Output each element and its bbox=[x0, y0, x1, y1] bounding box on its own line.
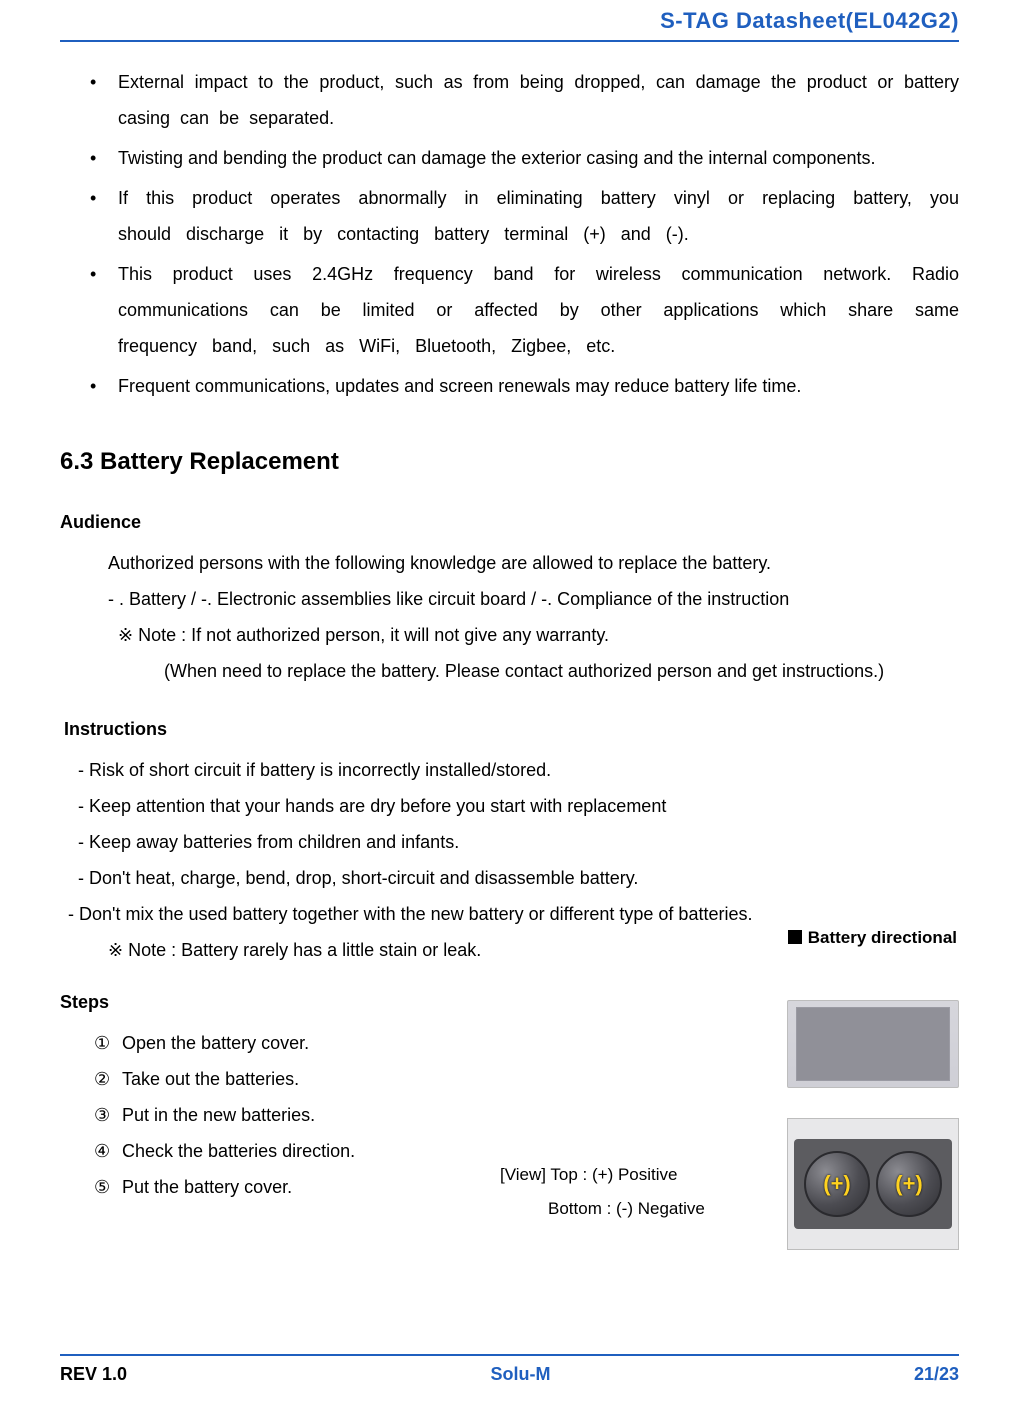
battery-directional-label: Battery directional bbox=[788, 928, 957, 948]
step-text: Check the batteries direction. bbox=[122, 1141, 355, 1161]
bullet-text: External impact to the product, such as … bbox=[118, 64, 959, 136]
bullet-dot-icon: • bbox=[90, 256, 96, 292]
page: S-TAG Datasheet(EL042G2) • External impa… bbox=[0, 0, 1019, 1411]
bullet-dot-icon: • bbox=[90, 368, 96, 404]
caution-bullets: • External impact to the product, such a… bbox=[60, 64, 959, 404]
section-number: 6.3 bbox=[60, 448, 93, 475]
bullet-item: • Frequent communications, updates and s… bbox=[90, 368, 959, 404]
bullet-text: This product uses 2.4GHz frequency band … bbox=[118, 256, 959, 364]
step-marker: ④ bbox=[94, 1133, 110, 1169]
bullet-item: • This product uses 2.4GHz frequency ban… bbox=[90, 256, 959, 364]
instruction-item: - Keep attention that your hands are dry… bbox=[78, 788, 959, 824]
step-marker: ② bbox=[94, 1061, 110, 1097]
footer-divider bbox=[60, 1354, 959, 1356]
step-marker: ⑤ bbox=[94, 1169, 110, 1205]
battery-cover-image bbox=[787, 1000, 959, 1088]
audience-heading: Audience bbox=[60, 512, 959, 533]
battery-compartment-inner: (+) (+) bbox=[794, 1139, 952, 1229]
battery-directional-text: Battery directional bbox=[808, 928, 957, 947]
page-header: S-TAG Datasheet(EL042G2) bbox=[60, 0, 959, 34]
audience-block: Authorized persons with the following kn… bbox=[60, 545, 959, 689]
audience-line: Authorized persons with the following kn… bbox=[108, 545, 959, 581]
step-text: Put in the new batteries. bbox=[122, 1105, 315, 1125]
footer-company: Solu-M bbox=[491, 1364, 551, 1385]
section-name: Battery Replacement bbox=[100, 448, 339, 475]
header-divider bbox=[60, 40, 959, 42]
view-polarity-block: [View] Top : (+) Positive Bottom : (-) N… bbox=[500, 1158, 705, 1226]
footer-row: REV 1.0 Solu-M 21/23 bbox=[60, 1364, 959, 1385]
instruction-item: - Don't heat, charge, bend, drop, short-… bbox=[78, 860, 959, 896]
battery-compartment-image: (+) (+) bbox=[787, 1118, 959, 1250]
bullet-item: • External impact to the product, such a… bbox=[90, 64, 959, 136]
cell-polarity-label: (+) bbox=[895, 1171, 923, 1197]
battery-cell-left: (+) bbox=[804, 1151, 870, 1217]
footer-page: 21/23 bbox=[914, 1364, 959, 1385]
section-title: 6.3 Battery Replacement bbox=[60, 448, 959, 476]
battery-cell-right: (+) bbox=[876, 1151, 942, 1217]
step-text: Open the battery cover. bbox=[122, 1033, 309, 1053]
audience-line: - . Battery / -. Electronic assemblies l… bbox=[108, 581, 959, 617]
bullet-dot-icon: • bbox=[90, 180, 96, 216]
bullet-dot-icon: • bbox=[90, 64, 96, 100]
bullet-item: • If this product operates abnormally in… bbox=[90, 180, 959, 252]
page-footer: REV 1.0 Solu-M 21/23 bbox=[60, 1354, 959, 1385]
instruction-item: - Risk of short circuit if battery is in… bbox=[78, 752, 959, 788]
instructions-heading: Instructions bbox=[60, 719, 959, 740]
step-text: Take out the batteries. bbox=[122, 1069, 299, 1089]
step-text: Put the battery cover. bbox=[122, 1177, 292, 1197]
bullet-text: Frequent communications, updates and scr… bbox=[118, 368, 959, 404]
view-line-top: [View] Top : (+) Positive bbox=[500, 1158, 705, 1192]
audience-note: ※ Note : If not authorized person, it wi… bbox=[108, 617, 959, 653]
step-marker: ③ bbox=[94, 1097, 110, 1133]
bullet-text: Twisting and bending the product can dam… bbox=[118, 140, 959, 176]
audience-note-sub: (When need to replace the battery. Pleas… bbox=[108, 653, 959, 689]
bullet-item: • Twisting and bending the product can d… bbox=[90, 140, 959, 176]
step-marker: ① bbox=[94, 1025, 110, 1061]
cell-polarity-label: (+) bbox=[823, 1171, 851, 1197]
bullet-dot-icon: • bbox=[90, 140, 96, 176]
view-line-bottom: Bottom : (-) Negative bbox=[500, 1192, 705, 1226]
square-icon bbox=[788, 930, 802, 944]
bullet-text: If this product operates abnormally in e… bbox=[118, 180, 959, 252]
instruction-item: - Keep away batteries from children and … bbox=[78, 824, 959, 860]
header-title: S-TAG Datasheet(EL042G2) bbox=[660, 8, 959, 33]
instruction-item: - Don't mix the used battery together wi… bbox=[68, 896, 959, 932]
footer-rev: REV 1.0 bbox=[60, 1364, 127, 1385]
